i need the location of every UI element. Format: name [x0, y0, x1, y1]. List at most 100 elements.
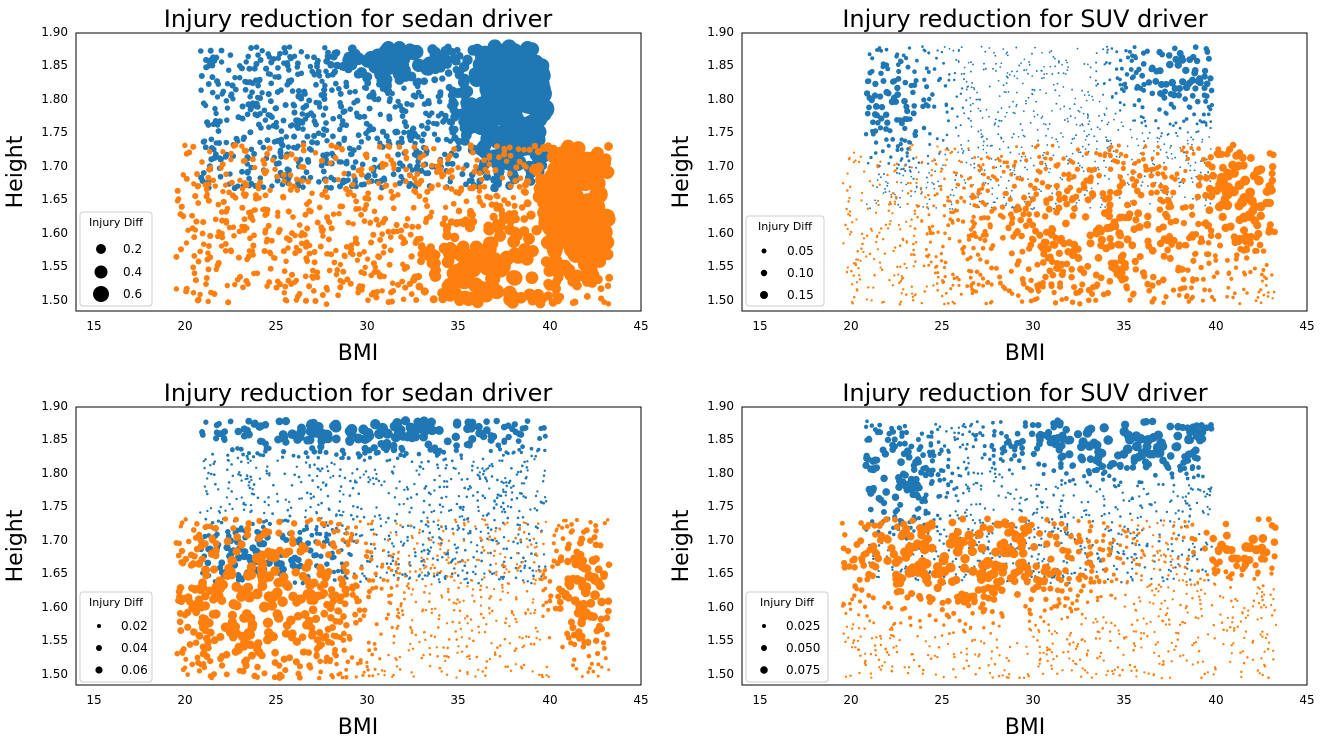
data-point [379, 46, 396, 63]
data-point [358, 269, 365, 276]
data-point [203, 56, 210, 63]
data-point [442, 184, 449, 191]
data-point [1089, 66, 1092, 69]
data-point [204, 256, 211, 263]
data-point [524, 559, 527, 563]
data-point [945, 158, 948, 161]
data-point [939, 252, 944, 256]
data-point [263, 500, 267, 504]
data-point [989, 282, 994, 287]
data-point [1264, 276, 1268, 281]
data-point [1139, 72, 1146, 79]
data-point [878, 261, 882, 264]
data-point [982, 148, 985, 151]
data-point [247, 93, 253, 100]
data-point [335, 85, 342, 92]
data-point [1231, 295, 1235, 300]
data-point [1174, 171, 1180, 177]
data-point [1034, 177, 1040, 183]
data-point [379, 524, 383, 528]
data-point [1008, 220, 1015, 227]
data-point [1153, 163, 1156, 166]
data-point [267, 112, 274, 119]
data-point [266, 249, 273, 256]
data-point [908, 145, 912, 149]
data-point [1186, 139, 1189, 142]
data-point [328, 251, 335, 258]
data-point [322, 178, 329, 185]
data-point [978, 257, 983, 262]
data-point [199, 511, 202, 514]
data-point [959, 92, 963, 96]
data-point [1256, 295, 1260, 299]
data-point [350, 164, 357, 171]
data-point [268, 80, 275, 87]
data-point [303, 239, 310, 246]
data-point [1022, 110, 1025, 112]
data-point [1170, 153, 1173, 155]
data-point [1010, 70, 1013, 73]
data-point [224, 117, 230, 123]
data-point [469, 240, 483, 254]
data-point [988, 47, 991, 49]
data-point [1157, 126, 1160, 130]
data-point [303, 450, 309, 456]
data-point [307, 208, 314, 215]
data-point [1035, 100, 1038, 103]
data-point [512, 484, 515, 488]
data-point [872, 128, 879, 134]
data-point [1081, 123, 1084, 126]
data-point [237, 472, 240, 476]
data-point [489, 528, 493, 531]
data-point [488, 612, 491, 615]
data-point [1101, 203, 1103, 206]
data-point [282, 296, 289, 303]
data-point [518, 509, 521, 513]
data-point [267, 98, 274, 105]
data-point [925, 186, 928, 189]
data-point [404, 100, 411, 107]
data-point [1019, 299, 1025, 304]
data-point [437, 89, 444, 96]
data-point [1207, 288, 1212, 293]
data-point [921, 97, 927, 103]
data-point [899, 206, 901, 209]
data-point [231, 507, 234, 511]
data-point [973, 234, 979, 240]
data-point [453, 571, 457, 575]
data-point [512, 540, 515, 544]
data-point [1157, 107, 1162, 112]
data-point [481, 183, 488, 190]
data-point [512, 450, 516, 454]
data-point [390, 171, 397, 178]
data-point [515, 620, 518, 624]
data-point [223, 139, 230, 146]
data-point [250, 242, 257, 249]
data-point [428, 503, 431, 507]
data-point [933, 158, 936, 161]
data-point [1042, 273, 1049, 281]
data-point [912, 242, 915, 246]
data-point [285, 208, 292, 215]
data-point [475, 558, 479, 562]
data-point [480, 551, 483, 554]
data-point [1172, 176, 1178, 182]
data-point [287, 55, 295, 62]
data-point [883, 126, 889, 132]
data-point [505, 547, 509, 551]
data-point [932, 104, 937, 109]
data-point [392, 104, 398, 110]
x-tick-label: 20 [843, 319, 858, 333]
data-point [343, 122, 350, 129]
data-point [1070, 142, 1073, 144]
data-point [1028, 63, 1031, 66]
data-point [857, 274, 861, 277]
data-point [1259, 288, 1263, 292]
data-point [302, 273, 309, 280]
data-point [893, 163, 896, 167]
data-point [333, 271, 340, 278]
data-point [1029, 196, 1036, 203]
data-point [398, 452, 404, 458]
data-point [200, 138, 207, 145]
data-point [492, 554, 496, 557]
